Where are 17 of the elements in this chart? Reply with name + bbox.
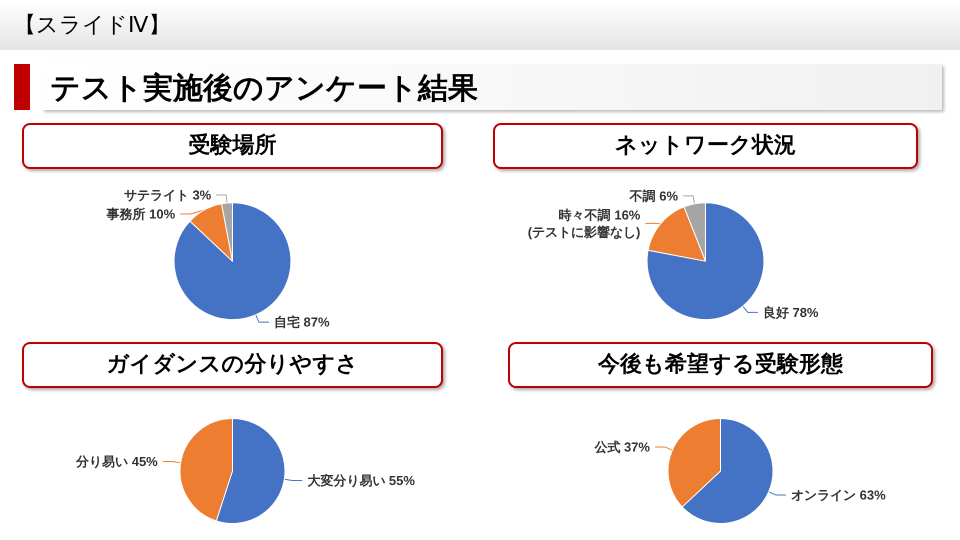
slice-label: 大変分り易い 55% — [307, 472, 416, 488]
text: 【スライドⅣ】 — [14, 12, 170, 40]
slice-label: 事務所 10% — [106, 206, 176, 222]
slice-label: オンライン 63% — [791, 488, 886, 503]
chart-title: 今後も希望する受験形態 — [508, 342, 933, 388]
slice-label: 不調 6% — [628, 188, 678, 204]
chart-title: ネットワーク状況 — [493, 123, 918, 169]
slice-label: 公式 37% — [593, 439, 650, 454]
text: テスト実施後のアンケート結果 — [50, 70, 478, 108]
chart-title: 受験場所 — [22, 123, 443, 169]
slice-label: 分り易い 45% — [75, 454, 158, 470]
text: (テストに影響なし) — [528, 224, 640, 240]
slice-label: 自宅 87% — [274, 314, 330, 330]
slice-label: 良好 78% — [762, 304, 819, 320]
slice-label: 時々不調 16% — [558, 207, 641, 222]
chart-title: ガイダンスの分りやすさ — [22, 342, 443, 388]
slice-label: サテライト 3% — [124, 188, 212, 203]
